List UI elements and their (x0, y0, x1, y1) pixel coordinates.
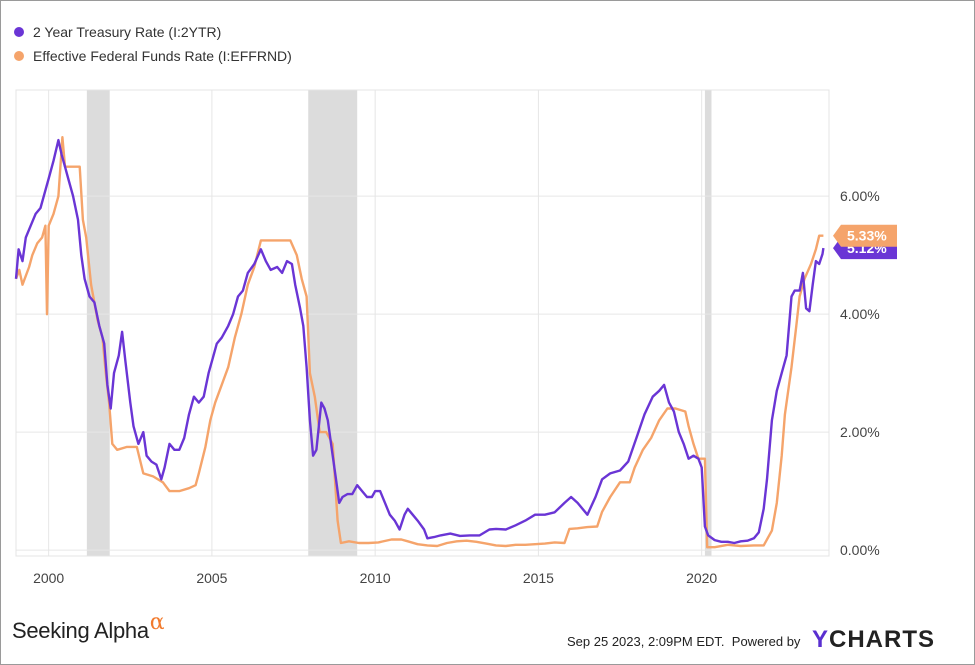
alpha-mark: α (149, 610, 165, 635)
seeking-alpha-logo: Seeking Alphaα (12, 610, 165, 644)
recession-band-1 (308, 90, 358, 556)
legend-item-2yr[interactable]: 2 Year Treasury Rate (I:2YTR) (14, 20, 292, 44)
legend-dot-2yr (14, 27, 24, 37)
x-tick-label-0: 2000 (33, 570, 64, 586)
legend-dot-effr (14, 51, 24, 61)
legend-item-effr[interactable]: Effective Federal Funds Rate (I:EFFRND) (14, 44, 292, 68)
timestamp: Sep 25 2023, 2:09PM EDT. (567, 634, 725, 649)
legend: 2 Year Treasury Rate (I:2YTR) Effective … (14, 20, 292, 68)
seeking-alpha-wordmark: Seeking Alpha (12, 618, 149, 643)
legend-label-2yr: 2 Year Treasury Rate (I:2YTR) (33, 24, 222, 40)
y-tick-label-2: 4.00% (840, 306, 880, 322)
last-value-flag-1 (833, 224, 897, 247)
series-line-0 (14, 138, 825, 545)
y-tick-label-1: 2.00% (840, 424, 880, 440)
recession-band-2 (704, 90, 712, 556)
powered-by: Powered by (731, 634, 801, 649)
y-tick-label-0: 0.00% (840, 542, 880, 558)
legend-label-effr: Effective Federal Funds Rate (I:EFFRND) (33, 48, 292, 64)
plot-border (15, 89, 830, 557)
ycharts-logo-text: CHARTS (829, 626, 936, 653)
x-tick-label-2: 2010 (360, 570, 391, 586)
ycharts-logo[interactable]: YCHARTS (812, 626, 935, 654)
x-tick-label-1: 2005 (196, 570, 227, 586)
ycharts-logo-y: Y (812, 626, 830, 653)
last-value-label-1: 5.33% (847, 228, 887, 244)
x-tick-label-3: 2015 (523, 570, 554, 586)
footer-credits: Sep 25 2023, 2:09PM EDT. Powered by (567, 634, 800, 649)
x-tick-label-4: 2020 (686, 570, 717, 586)
y-tick-label-3: 6.00% (840, 188, 880, 204)
